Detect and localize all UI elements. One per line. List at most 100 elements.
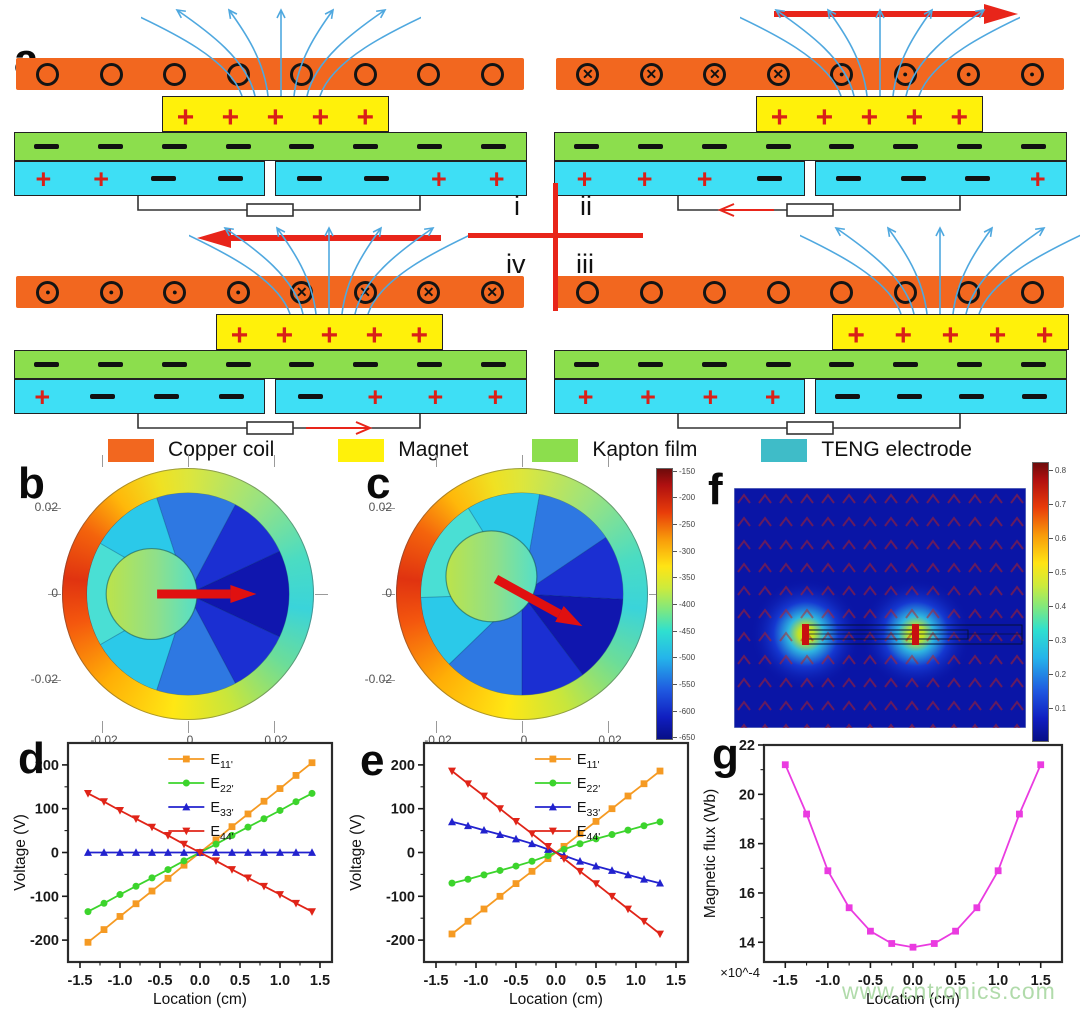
- state-label-ii: ii: [580, 191, 592, 221]
- positive-charge: +: [941, 319, 960, 352]
- positive-charge: +: [770, 101, 789, 134]
- axis-ticks: -1.5 -1.0 -0.5 0.0 0.5 1.0 1.5 -200 -100 0 100 200: [30, 758, 330, 989]
- coil-current-out-icon: ●: [1020, 62, 1044, 86]
- plot-frame: [762, 743, 1064, 964]
- dial-x-tick: [436, 455, 437, 467]
- colorbar-tick: [673, 710, 677, 712]
- negative-charge: [296, 176, 322, 181]
- y-tick-label: 200: [391, 758, 415, 774]
- colorbar-tick: [1049, 708, 1053, 710]
- negative-charge: [298, 394, 324, 399]
- y-axis-label: Magnetic flux (Wb): [702, 789, 719, 918]
- motion-arrow-left: [197, 228, 441, 248]
- dial-y-tick-label: 0: [51, 586, 58, 600]
- y-tick-label: -200: [30, 933, 59, 949]
- coil-current-out-icon: ●: [99, 280, 123, 304]
- copper-coil-bar: ● ● ● ● ✕ ✕ ✕ ✕: [16, 276, 524, 308]
- y-tick-label: 22: [739, 738, 755, 754]
- electrode-left: + +: [13, 161, 265, 196]
- negative-charge: [154, 394, 180, 399]
- left-pole: [802, 624, 809, 645]
- coil-current-in-icon: ✕: [290, 280, 314, 304]
- y-axis-label: Voltage (V): [348, 814, 365, 891]
- dial-y-tick-label: 0: [385, 586, 392, 600]
- colorbar-tick: [1049, 640, 1053, 642]
- x-tick-label: -1.0: [108, 973, 133, 989]
- coil-turn-icon: [576, 280, 600, 304]
- voltage-location-chart-d: -1.5 -1.0 -0.5 0.0 0.5 1.0 1.5 -200 -100 0 100 200 L…: [12, 741, 334, 1008]
- x-tick-label: -0.5: [148, 973, 173, 989]
- electrode-gap: [805, 379, 815, 414]
- state-cross-divider: i ii iv iii: [468, 183, 643, 311]
- panel-label-f: f: [708, 465, 723, 514]
- dial-x-tick: [608, 455, 609, 467]
- positive-charge: +: [365, 319, 384, 352]
- x-tick-label: 0.0: [546, 973, 566, 989]
- coil-current-in-icon: ✕: [353, 280, 377, 304]
- negative-charge: [289, 144, 315, 149]
- positive-charge: +: [1035, 319, 1054, 352]
- electrode-left: +: [13, 379, 265, 414]
- legend-item-kapton-film: Kapton film: [532, 438, 697, 462]
- positive-charge: +: [275, 319, 294, 352]
- coil-current-in-icon: ✕: [480, 280, 504, 304]
- panel-f-field-plot: f: [700, 456, 1032, 748]
- positive-charge: +: [430, 163, 447, 194]
- x-tick-label: -0.5: [858, 973, 883, 989]
- positive-charge: +: [221, 101, 240, 134]
- magnet-bar: + + + + +: [756, 96, 983, 134]
- panel-g-flux-chart: g -1.5 -1.0 -0.5 0.0 0.5 1.0 1.5 14 16 18 20 22 Loca…: [700, 733, 1078, 1019]
- electrode-gap: [265, 379, 275, 414]
- dial-sectors: [420, 492, 624, 696]
- colorbar-tick: [673, 657, 677, 659]
- legend-label: Magnet: [398, 438, 469, 461]
- positive-charge: +: [35, 163, 52, 194]
- dial-x-tick: [522, 721, 523, 733]
- negative-charge: [289, 362, 315, 367]
- positive-charge: +: [311, 101, 330, 134]
- state-label-iv: iv: [506, 249, 526, 279]
- positive-charge: +: [640, 381, 656, 412]
- dial-x-tick-label: 0: [520, 733, 528, 747]
- dial-y-tick-label: 0.02: [34, 500, 58, 514]
- legend-item-teng-electrode: TENG electrode: [761, 438, 972, 462]
- positive-charge: +: [410, 319, 429, 352]
- colorbar-tick: [673, 577, 677, 579]
- negative-charge: [225, 362, 251, 367]
- coil-current-out-icon: ●: [957, 62, 981, 86]
- copper-coil-bar: ✕ ✕ ✕ ✕ ● ● ● ●: [556, 58, 1064, 90]
- state-label-iii: iii: [576, 249, 594, 279]
- cross-vertical-bar: [553, 183, 558, 311]
- negative-charge: [151, 176, 177, 181]
- negative-charge: [756, 176, 782, 181]
- series-Eflux: [781, 761, 1045, 951]
- negative-charge: [89, 394, 115, 399]
- schematic-state-i: + + + + + + + + +: [0, 4, 540, 219]
- coil-turn-icon: [163, 62, 187, 86]
- y-tick-label: 200: [35, 758, 59, 774]
- electrode-left: + + + +: [553, 379, 805, 414]
- legend-label: Kapton film: [592, 438, 698, 461]
- coil-current-in-icon: ✕: [703, 62, 727, 86]
- y-tick-label: -100: [386, 889, 415, 905]
- negative-charge: [218, 176, 243, 181]
- negative-charge: [353, 362, 379, 367]
- dial-y-tick-label: -0.02: [30, 672, 58, 686]
- coil-current-in-icon: ✕: [639, 62, 663, 86]
- negative-charge: [701, 362, 727, 367]
- kapton-film-bar: [13, 132, 527, 161]
- negative-charge: [900, 176, 926, 181]
- colorbar-tick-label: -300: [679, 546, 696, 556]
- teng-electrode-swatch: [761, 438, 808, 462]
- colorbar-tick: [1049, 470, 1053, 472]
- positive-charge: +: [356, 101, 375, 134]
- negative-charge: [701, 144, 727, 149]
- positive-charge: +: [988, 319, 1007, 352]
- schematic-state-ii: ✕ ✕ ✕ ✕ ● ● ● ● + + + + + + + + +: [540, 4, 1080, 219]
- coil-current-out-icon: ●: [36, 280, 60, 304]
- x-tick-label: 1.5: [666, 973, 686, 989]
- axis-ticks: -1.5 -1.0 -0.5 0.0 0.5 1.0 1.5 -200 -100 0 100 200: [386, 758, 686, 989]
- dial-x-tick: [188, 455, 189, 467]
- dial-y-tick: [382, 594, 395, 595]
- colorbar-tick-label: 0.8: [1055, 466, 1067, 476]
